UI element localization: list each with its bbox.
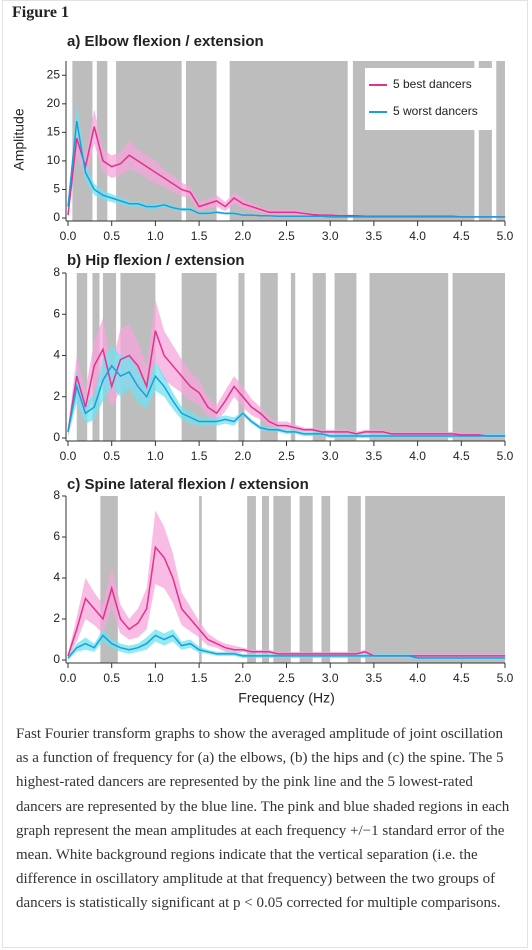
- shaded-region: [262, 496, 270, 663]
- x-tick-label: 4.5: [453, 229, 470, 243]
- x-tick-label: 1.0: [147, 229, 164, 243]
- series-line: [67, 545, 505, 657]
- y-tick-label: 2: [53, 611, 60, 625]
- series-line: [67, 634, 505, 659]
- series-line: [67, 120, 505, 218]
- y-tick-label: 2: [53, 389, 60, 403]
- shaded-region: [229, 61, 348, 221]
- x-tick-label: 0.0: [60, 671, 77, 685]
- shaded-region: [290, 273, 296, 441]
- x-tick-label: 1.0: [147, 671, 164, 685]
- x-tick-label: 5.0: [497, 229, 514, 243]
- shaded-region: [321, 496, 331, 663]
- y-tick-label: 25: [47, 67, 61, 81]
- y-tick-label: 0: [53, 652, 60, 666]
- x-tick-label: 3.5: [366, 671, 383, 685]
- y-tick-label: 8: [53, 265, 60, 279]
- y-tick-label: 6: [53, 306, 60, 320]
- shaded-region: [347, 496, 361, 663]
- series-line: [67, 330, 505, 437]
- x-tick-label: 2.5: [278, 229, 295, 243]
- x-tick-label: 0.0: [60, 229, 77, 243]
- shaded-region: [96, 61, 108, 221]
- x-tick-label: 2.0: [234, 671, 251, 685]
- x-tick-label: 5.0: [497, 671, 514, 685]
- chart-title: b) Hip flexion / extension: [67, 252, 245, 269]
- chart-title: c) Spine lateral flexion / extension: [67, 476, 309, 493]
- shaded-region: [369, 273, 449, 441]
- series-line: [67, 364, 505, 437]
- x-tick-label: 3.0: [322, 229, 339, 243]
- y-tick-label: 8: [53, 488, 60, 502]
- shaded-region: [299, 496, 313, 663]
- y-tick-label: 0: [53, 430, 60, 444]
- error-band: [68, 629, 505, 660]
- x-tick-label: 0.5: [103, 449, 120, 463]
- x-tick-label: 2.0: [234, 449, 251, 463]
- shaded-region: [496, 61, 505, 221]
- x-tick-label: 0.5: [103, 671, 120, 685]
- x-tick-label: 2.5: [278, 449, 295, 463]
- x-tick-label: 5.0: [497, 449, 514, 463]
- shaded-region: [260, 273, 278, 441]
- y-tick-label: 4: [53, 348, 60, 362]
- y-tick-label: 6: [53, 529, 60, 543]
- y-axis-label: Amplitude: [11, 108, 27, 170]
- shaded-region: [76, 273, 88, 441]
- x-tick-label: 1.5: [191, 449, 208, 463]
- x-tick-label: 3.0: [322, 671, 339, 685]
- chart-title: a) Elbow flexion / extension: [67, 33, 264, 50]
- shaded-region: [452, 273, 505, 441]
- y-tick-label: 10: [47, 153, 61, 167]
- shaded-region: [116, 61, 182, 221]
- x-tick-label: 0.5: [103, 229, 120, 243]
- shaded-region: [247, 496, 256, 663]
- legend-box: [365, 68, 493, 130]
- x-axis-label: Frequency (Hz): [238, 690, 334, 706]
- x-tick-label: 4.5: [453, 671, 470, 685]
- figure-label: Figure 1: [12, 4, 70, 21]
- x-tick-label: 4.0: [409, 449, 426, 463]
- legend-label: 5 worst dancers: [393, 104, 478, 118]
- x-tick-label: 1.0: [147, 449, 164, 463]
- x-tick-label: 4.5: [453, 449, 470, 463]
- shaded-region: [312, 273, 326, 441]
- y-tick-label: 4: [53, 570, 60, 584]
- error-band: [68, 109, 505, 218]
- x-tick-label: 4.0: [409, 229, 426, 243]
- figure-caption: Fast Fourier transform graphs to show th…: [16, 726, 510, 912]
- x-tick-label: 2.0: [234, 229, 251, 243]
- shaded-region: [199, 496, 202, 663]
- shaded-region: [273, 496, 291, 663]
- legend-label: 5 best dancers: [393, 77, 472, 91]
- x-tick-label: 1.5: [191, 671, 208, 685]
- x-tick-label: 2.5: [278, 671, 295, 685]
- error-band: [68, 345, 505, 438]
- x-tick-label: 1.5: [191, 229, 208, 243]
- error-band: [68, 510, 505, 658]
- shaded-region: [334, 273, 357, 441]
- y-tick-label: 20: [47, 96, 61, 110]
- x-tick-label: 3.5: [366, 229, 383, 243]
- shaded-region: [365, 496, 505, 663]
- y-tick-label: 5: [53, 182, 60, 196]
- y-tick-label: 15: [47, 125, 61, 139]
- x-tick-label: 3.0: [322, 449, 339, 463]
- x-tick-label: 4.0: [409, 671, 426, 685]
- shaded-region: [238, 273, 245, 441]
- x-tick-label: 0.0: [60, 449, 77, 463]
- x-tick-label: 3.5: [366, 449, 383, 463]
- y-tick-label: 0: [53, 210, 60, 224]
